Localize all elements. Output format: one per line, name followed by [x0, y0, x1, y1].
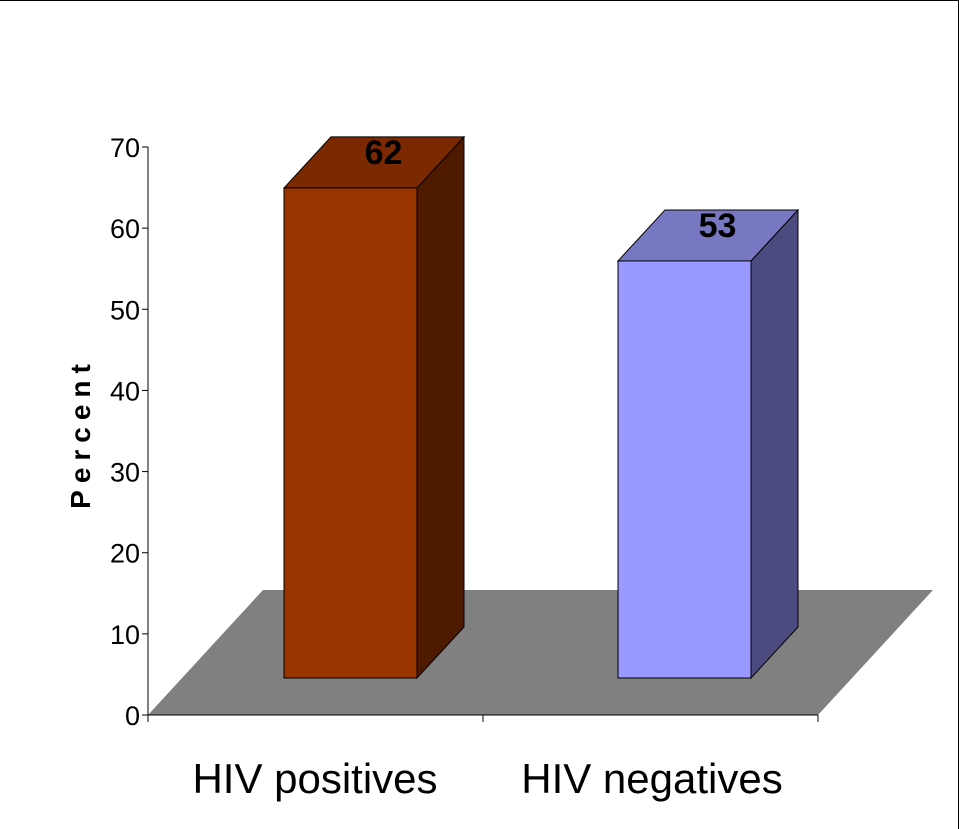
- bar-front: [283, 187, 418, 679]
- y-axis-title: Percent: [65, 357, 96, 509]
- y-tick-label: 60: [110, 214, 140, 244]
- category-label: HIV negatives: [521, 755, 782, 802]
- bar-side: [416, 135, 465, 680]
- bar-front: [617, 260, 752, 679]
- data-label: 62: [365, 134, 403, 172]
- y-tick-label: 50: [110, 295, 140, 325]
- category-label: HIV positives: [192, 755, 437, 802]
- y-tick-label: 70: [110, 133, 140, 163]
- y-axis: 0 10 20 30 40 50 60 70: [110, 133, 149, 731]
- y-tick-label: 30: [110, 458, 140, 488]
- y-tick-label: 10: [110, 620, 140, 650]
- y-tick-label: 20: [110, 539, 140, 569]
- bar-side: [750, 208, 799, 680]
- x-axis: [147, 714, 819, 722]
- data-label: 53: [699, 207, 737, 245]
- bar-2: [616, 208, 800, 680]
- bar-1: [282, 135, 466, 680]
- bars: [282, 135, 800, 680]
- chart-floor: [148, 590, 933, 715]
- labels: 62 HIV positives 53 HIV negatives: [192, 134, 782, 802]
- y-tick-label: 40: [110, 376, 140, 406]
- y-tick-label: 0: [125, 701, 140, 731]
